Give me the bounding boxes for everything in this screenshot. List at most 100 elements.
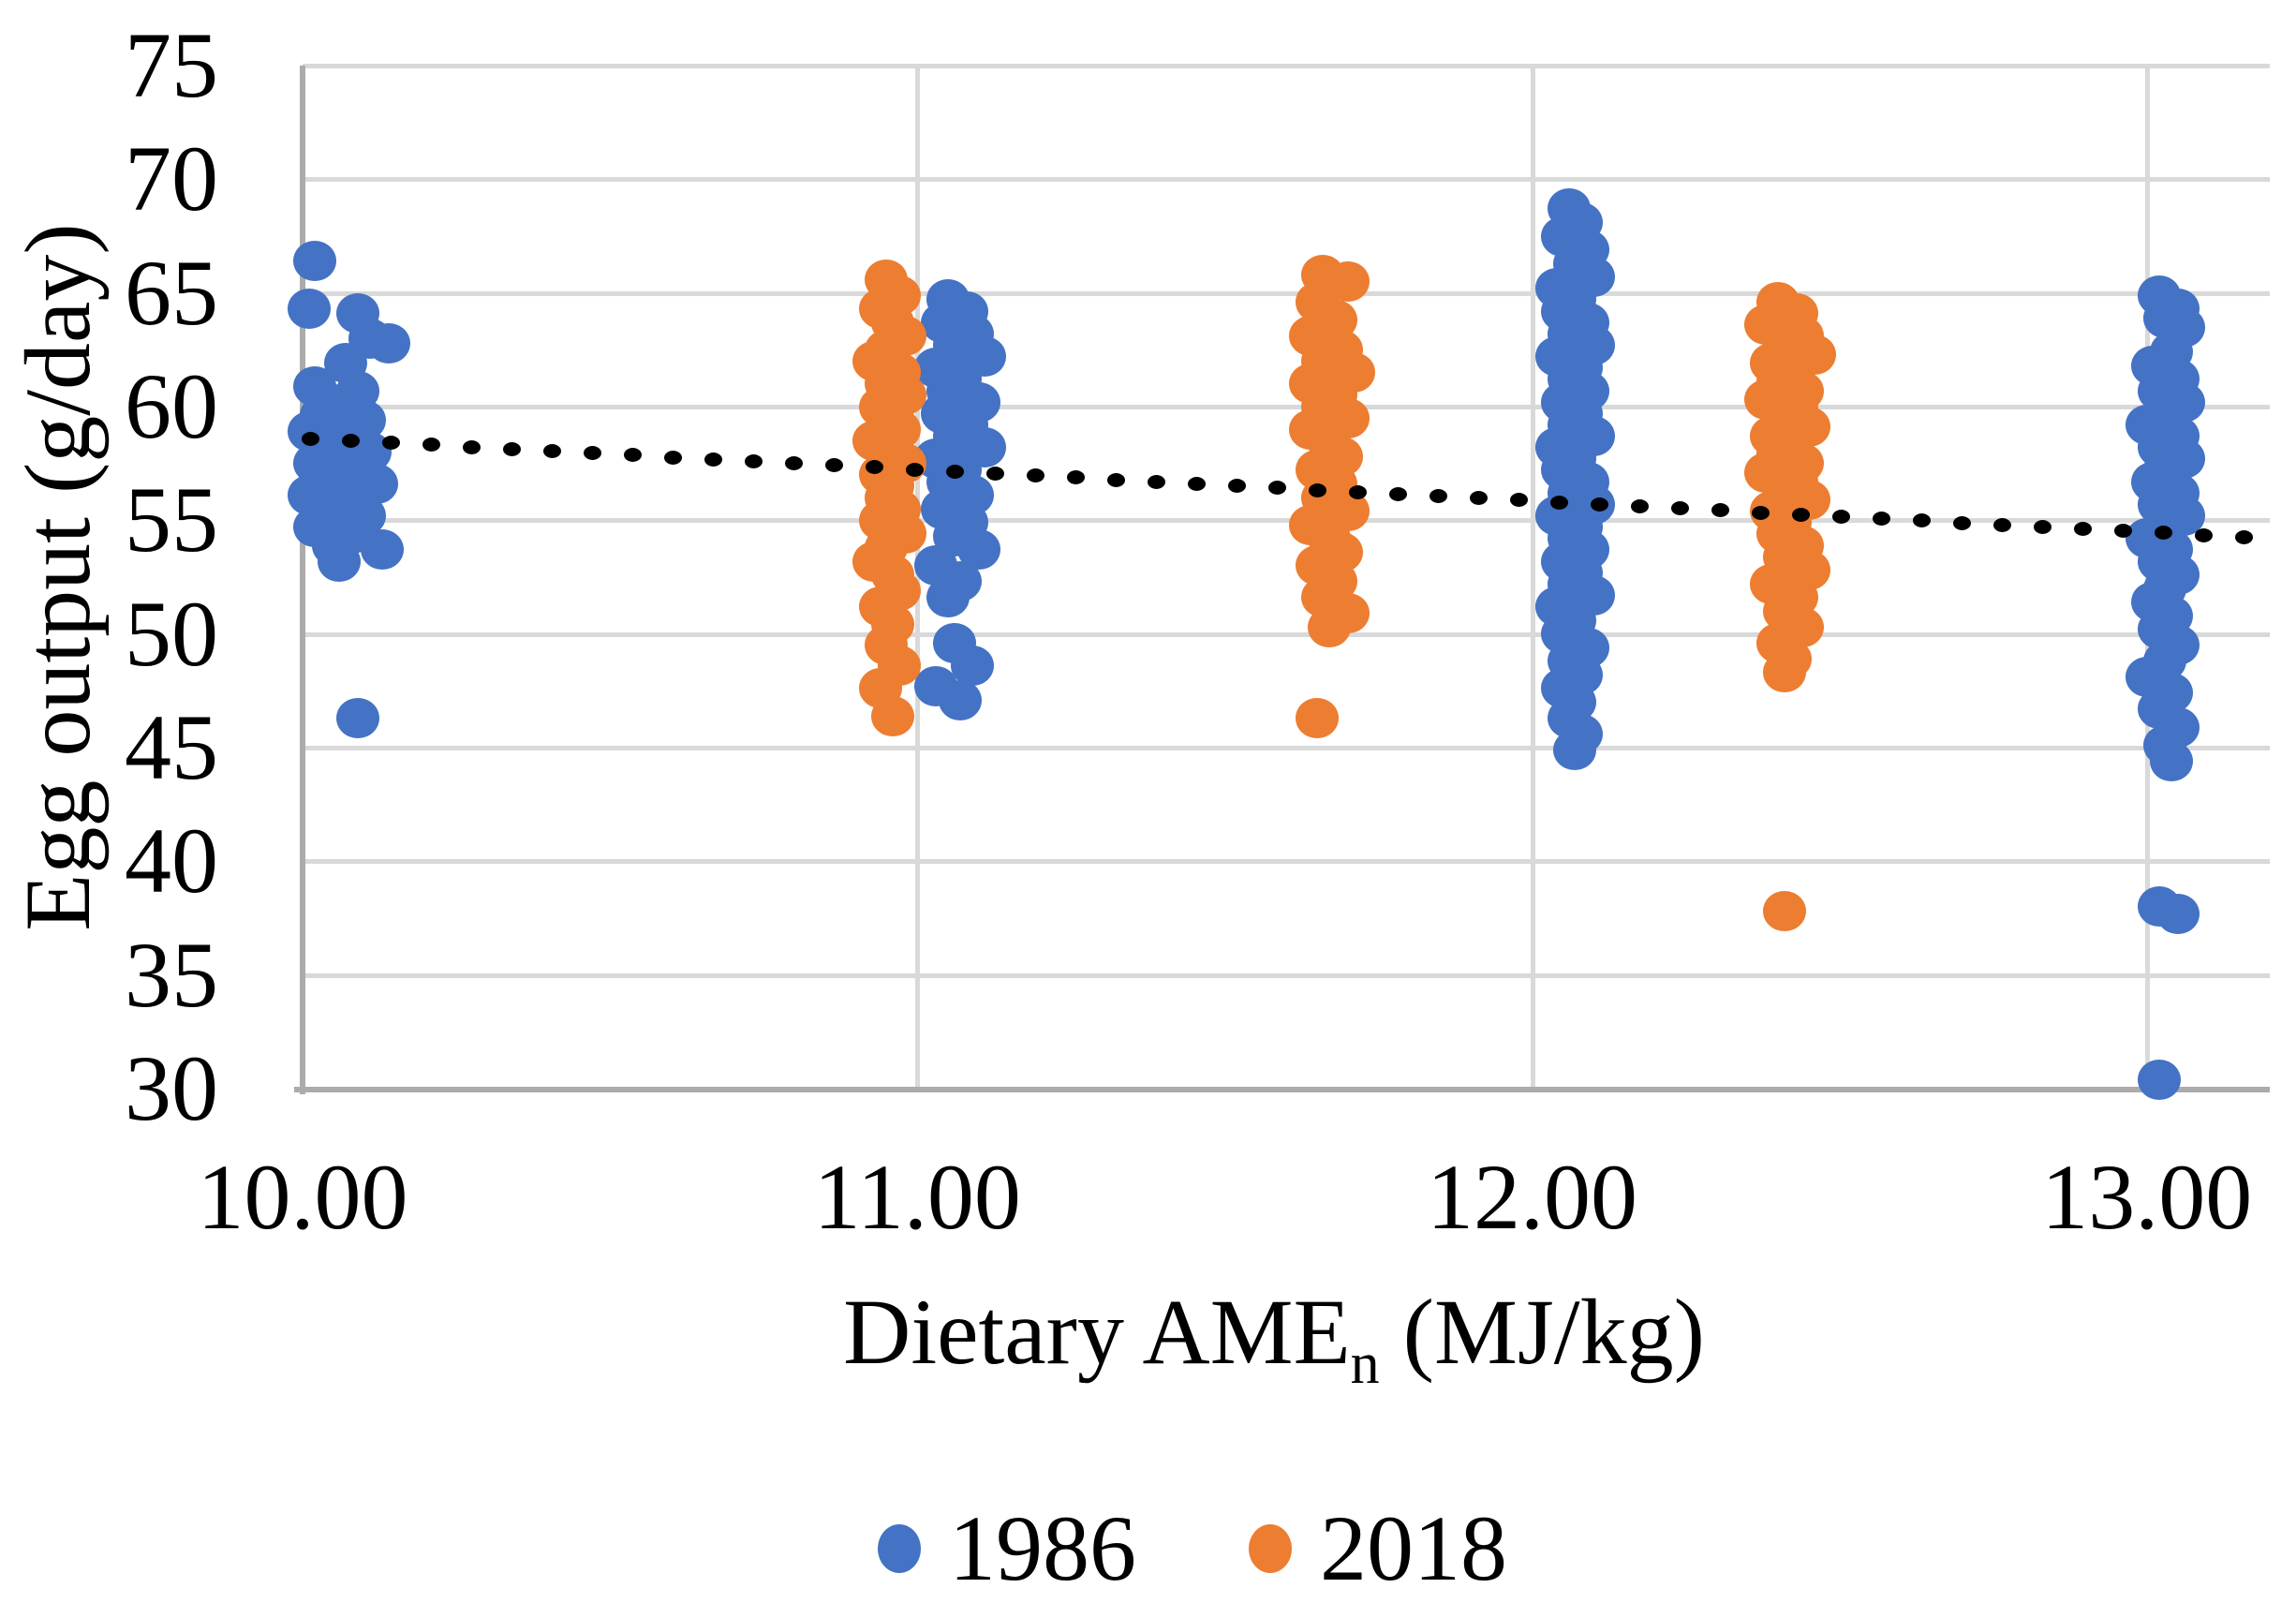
data-point-1986 [2137,1059,2181,1100]
trendline-dot [1348,484,1367,499]
trendline-dot [663,450,682,465]
trendline-dot [1791,507,1810,522]
x-axis-title-subscript: n [1350,1332,1380,1396]
trendline-dot [2154,526,2172,541]
trendline-dot [341,434,360,449]
h-gridline [303,405,2270,409]
y-tick-label: 30 [125,1036,218,1140]
data-point-1986 [2150,741,2193,782]
x-tick-label: 11.00 [813,1145,1021,1249]
trendline-dot [1147,474,1165,489]
trendline-dot [1106,472,1125,487]
h-gridline [303,177,2270,183]
trendline-dot [1670,501,1689,516]
trendline-dot [1469,491,1488,506]
trendline-dot [502,441,521,456]
trendline-dot [784,456,803,471]
y-axis-title: Egg output (g/day) [6,223,110,931]
data-point-2018 [1307,606,1351,647]
data-point-1986 [318,541,362,582]
h-gridline [303,972,2270,978]
trendline-dot [2073,522,2092,537]
data-point-1986 [951,646,995,687]
data-point-1986 [926,577,970,618]
data-point-1986 [287,289,331,330]
trendline-dot [2234,529,2253,544]
legend-label-1986: 1986 [949,1496,1136,1600]
trendline-dot [824,458,843,473]
y-tick-label: 50 [125,581,218,686]
trendline-dot [1831,509,1850,524]
trendline-dot [1992,517,2011,532]
trendline-dot [2194,527,2213,542]
trendline-dot [422,438,440,453]
y-tick-label: 55 [125,468,218,572]
data-point-1986 [366,322,410,364]
trendline-dot [1187,476,1206,491]
trendline-dot [1388,486,1407,501]
trendline-dot [1630,499,1649,514]
trendline-dot [583,446,601,461]
h-gridline [303,631,2270,637]
trendline-dot [462,439,481,454]
legend-item-1986: 1986 [878,1502,1136,1596]
legend-marker-2018 [1249,1524,1292,1573]
h-gridline [303,746,2270,750]
trendline-dot [1872,512,1890,527]
h-gridline [303,859,2270,865]
y-tick-label: 40 [125,809,218,913]
v-gridline [1530,66,1535,1089]
trendline-dot [1509,493,1528,508]
x-tick-label: 12.00 [1427,1145,1637,1249]
trendline-dot [1751,505,1770,520]
trendline-dot [1267,481,1286,496]
x-tick-label: 13.00 [2041,1145,2253,1249]
data-point-1986 [336,697,380,738]
y-tick-label: 35 [125,922,218,1027]
x-axis-title-main: Dietary AME [843,1280,1351,1384]
trendline-dot [744,453,763,468]
trendline-dot [905,462,924,477]
trendline-dot [2113,524,2132,539]
trendline-dot [623,448,642,463]
x-axis-line [294,1087,2270,1092]
y-axis-line [300,66,305,1094]
trendline-dot [865,460,883,475]
trendline-dot [1590,497,1608,512]
y-tick-label: 70 [125,126,218,231]
y-tick-label: 65 [125,240,218,345]
trendline-dot [381,436,400,451]
data-point-1986 [2155,893,2200,934]
trendline-dot [1227,479,1246,494]
trendline-dot [704,452,722,467]
data-point-2018 [1762,652,1806,693]
data-point-1986 [293,241,337,282]
x-axis-title: Dietary AMEn (MJ/kg) [843,1285,1705,1394]
data-point-2018 [871,695,914,736]
trendline-dot [1549,495,1568,510]
trendline-dot [1912,513,1931,528]
trendline-dot [1308,482,1326,497]
h-gridline [303,518,2270,524]
legend-label-2018: 2018 [1320,1496,1507,1600]
data-point-1986 [361,529,405,571]
trendline-dot [1066,470,1085,485]
data-point-1986 [939,679,983,720]
y-tick-label: 60 [125,354,218,458]
legend: 1986 2018 [878,1502,1507,1596]
x-axis-title-suffix: (MJ/kg) [1379,1280,1705,1384]
legend-marker-1986 [878,1524,921,1573]
data-point-2018 [1295,697,1339,738]
trendline-dot [301,431,319,446]
trendline-dot [1952,515,1971,530]
data-point-1986 [1553,729,1597,770]
y-tick-label: 75 [125,13,218,117]
y-tick-label: 45 [125,695,218,799]
trendline-dot [1026,468,1044,483]
h-gridline [303,64,2270,68]
trendline-dot [1711,503,1729,518]
h-gridline [303,290,2270,296]
trendline-dot [2033,519,2052,534]
